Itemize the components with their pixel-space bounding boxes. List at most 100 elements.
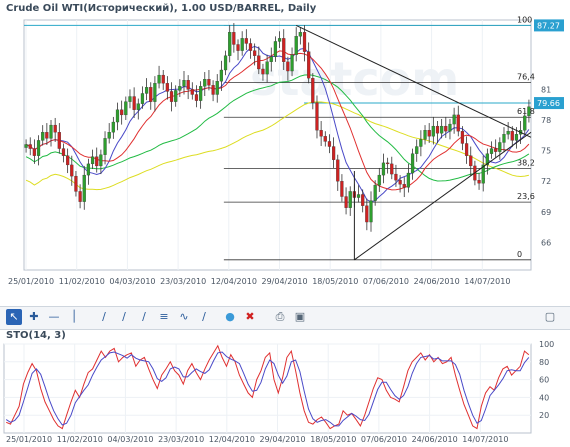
- comment-icon[interactable]: ●: [225, 310, 235, 323]
- candle-body: [153, 83, 157, 102]
- candle-body: [502, 134, 506, 143]
- candle-body: [132, 96, 136, 110]
- save-icon[interactable]: ▣: [294, 310, 306, 323]
- candle-body: [57, 132, 61, 149]
- y-tick-label: 78: [541, 116, 551, 125]
- price-tag: [534, 19, 564, 32]
- sto-y-tick-label: 20: [539, 411, 549, 420]
- candle-body: [36, 140, 41, 156]
- candle-body: [489, 148, 494, 154]
- candle-body: [344, 196, 348, 208]
- candle-body: [477, 180, 481, 184]
- sto-x-tick-label: 24/06/2010: [412, 435, 458, 444]
- text-icon[interactable]: ∕: [202, 310, 206, 323]
- fib-label: 0: [517, 250, 522, 259]
- channel-icon[interactable]: ∕: [122, 310, 126, 323]
- plot-area: [23, 19, 532, 271]
- candle-body: [178, 86, 182, 91]
- fib-label: 100: [517, 15, 532, 24]
- candle-body: [32, 148, 36, 156]
- candle-body: [240, 38, 244, 51]
- candle-body: [95, 156, 99, 167]
- candle-body: [157, 74, 161, 84]
- print-icon[interactable]: ⎙: [275, 310, 285, 323]
- candle-body: [294, 36, 298, 55]
- candle-body: [41, 132, 45, 141]
- candle-body: [373, 185, 377, 201]
- candle-body: [307, 51, 311, 79]
- candle-body: [435, 125, 440, 134]
- candle-body: [469, 155, 473, 167]
- candle-body: [523, 115, 527, 131]
- crosshair-icon[interactable]: ✚: [29, 310, 39, 323]
- candle-body: [481, 164, 485, 184]
- candle-body: [169, 91, 174, 102]
- cycle-icon[interactable]: ∿: [179, 310, 189, 323]
- candle-body: [319, 130, 323, 137]
- y-tick-label: 75: [541, 147, 551, 156]
- cursor-icon[interactable]: ↖: [6, 309, 22, 325]
- candle-body: [140, 93, 145, 104]
- sto-y-tick-label: 40: [539, 393, 549, 402]
- candle-body: [74, 175, 78, 192]
- candle-body: [28, 144, 32, 149]
- price-tag-label: 79.66: [537, 99, 560, 108]
- candle-body: [290, 54, 294, 72]
- candle-body: [506, 131, 510, 135]
- candle-body: [510, 131, 514, 141]
- ma-fast-line: [25, 50, 530, 191]
- ma-green-line: [25, 74, 530, 182]
- candle-body: [45, 132, 49, 139]
- fib-icon[interactable]: ≡: [159, 310, 169, 323]
- candle-body: [182, 80, 186, 87]
- candle-body: [311, 78, 315, 103]
- x-tick-label: 07/06/2010: [363, 277, 409, 286]
- watermark-logo: statcom: [250, 52, 459, 106]
- price-chart[interactable]: statcom 25/01/2010 11/02/2010 04/03/2010 23/…: [0, 0, 570, 290]
- x-tick-label: 24/06/2010: [414, 277, 460, 286]
- candle-body: [273, 41, 278, 57]
- sto-y-tick-label: 80: [539, 358, 549, 367]
- x-tick-label: 12/04/2010: [211, 277, 257, 286]
- delete-icon[interactable]: ✖: [245, 310, 255, 323]
- x-tick-label: 25/01/2010: [8, 277, 54, 286]
- candle-body: [386, 162, 390, 165]
- candle-body: [365, 205, 369, 223]
- fib-label: 38,2: [517, 158, 535, 167]
- candle-body: [394, 173, 398, 181]
- sto-x-tick-label: 25/01/2010: [6, 435, 52, 444]
- candle-body: [460, 131, 465, 144]
- candle-body: [236, 44, 240, 51]
- fib-label: 61,8: [517, 107, 535, 116]
- candle-body: [128, 96, 132, 102]
- sto-title: STO(14, 3): [6, 330, 66, 341]
- sto-x-tick-label: 18/05/2010: [310, 435, 356, 444]
- candle-body: [440, 125, 444, 134]
- candle-body: [456, 114, 460, 132]
- candle-body: [261, 68, 265, 75]
- candle-body: [215, 81, 219, 95]
- candle-body: [419, 139, 423, 147]
- x-tick-label: 11/02/2010: [59, 277, 105, 286]
- candle-body: [527, 106, 531, 117]
- candle-body: [377, 174, 381, 186]
- candle-body: [265, 61, 269, 75]
- trendline-lower: [354, 131, 532, 261]
- candle-body: [298, 32, 302, 37]
- hline-icon[interactable]: —: [48, 310, 60, 323]
- candle-body: [165, 83, 169, 92]
- candle-body: [427, 130, 431, 137]
- sto-plot-area: [3, 343, 532, 434]
- candle-body: [86, 163, 91, 176]
- candle-body: [257, 55, 261, 70]
- sto-y-tick-label: 60: [539, 376, 549, 385]
- candle-body: [99, 154, 103, 167]
- sto-x-tick-label: 04/03/2010: [107, 435, 153, 444]
- candle-body: [70, 164, 74, 177]
- ma-mid-line: [25, 45, 530, 203]
- fan-icon[interactable]: ∕: [142, 310, 146, 323]
- trendline-icon[interactable]: ∕: [102, 310, 106, 323]
- sto-x-tick-label: 12/04/2010: [209, 435, 255, 444]
- trash-icon[interactable]: ▢: [544, 310, 556, 323]
- vline-icon[interactable]: │: [70, 310, 78, 323]
